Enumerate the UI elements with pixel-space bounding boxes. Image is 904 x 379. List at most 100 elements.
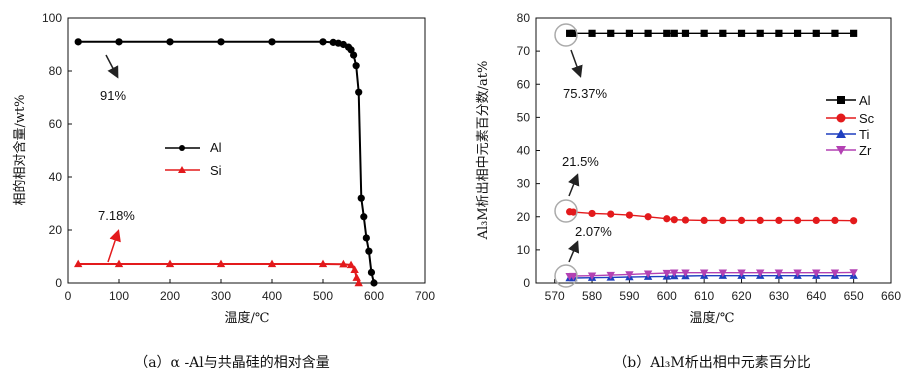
chart-a-xtick-label: 200 [160,289,180,303]
chart-b-series-al-point [831,29,839,37]
chart-a-series-si-point [346,260,356,269]
chart-b-series-al-point [700,29,708,37]
chart-b-series-al-point [850,29,858,37]
chart-b-series-zr-point [756,269,765,278]
chart-b-annotation-7537: 75.37% [563,86,608,101]
chart-b-series-zr-point [699,269,709,278]
chart-b-arrow-207 [567,240,580,263]
chart-b-xtick-label: 590 [619,289,639,303]
chart-b-arrow-215 [568,173,580,197]
chart-b-legend-zr: Zr [859,143,872,158]
chart-b-arrow-7537 [570,49,583,78]
chart-b-series-zr-point [718,269,728,278]
chart-b-series-sc-point [681,216,690,224]
chart-b-series-al-point [566,29,574,37]
chart-b-annotation-215: 21.5% [562,154,599,169]
chart-b-xtick-label: 610 [694,289,714,303]
chart-a-series-al-point [362,234,370,242]
chart-a-xtick-label: 400 [262,289,282,303]
chart-a-series-si-point [74,259,83,268]
chart-b-ytick-label: 20 [517,210,531,224]
chart-a-series-al-point [355,88,363,96]
chart-a-ylabel: 相的相对含量/wt% [12,94,28,205]
chart-b-series-ti-line [569,275,854,279]
chart-a-series-al-point [350,51,358,59]
chart-a-series-al-point [370,279,378,287]
chart-b-ytick-label: 10 [517,243,531,257]
chart-a-series-al-point [319,38,327,46]
chart-b-highlight-al [554,23,578,47]
chart-b-series-sc-point [607,210,615,218]
chart-b-series-al-point [775,29,783,37]
chart-a-annotation-718: 7.18% [98,208,135,223]
chart-b-legend-al: Al [859,93,871,108]
chart-a-xtick-label: 0 [65,289,72,303]
chart-b-ytick-label: 0 [523,276,530,290]
chart-a-series-al-point [352,62,360,70]
chart-a-series-al-point [360,213,368,221]
chart-b-series-zr-point [681,269,690,278]
chart-b-series-sc-point [719,216,727,224]
chart-b-series-zr-point [670,269,679,278]
chart-b-caption: （b）Al₃M析出相中元素百分比 [613,355,811,371]
chart-b-series-sc-point [670,216,678,224]
chart-a-plot-frame [67,17,426,284]
chart-a-series-si-point [216,259,226,268]
chart-b-legend-sc-marker [836,113,846,123]
chart-a: 0 100 200 300 400 500 600 700 0 20 40 60 80 100 Al Si… [12,11,435,371]
chart-b-series-zr-point [849,269,858,277]
chart-a-xtick-label: 500 [313,289,333,303]
chart-b-ytick-label: 80 [517,11,531,25]
chart-b-series-sc-point [569,208,577,216]
chart-b-series-sc-point [831,216,839,224]
chart-a-ytick-label: 20 [49,223,63,237]
chart-b-series-sc-point [663,215,671,223]
chart-b-series-zr-point [793,269,802,278]
chart-a-legend-si-marker [178,166,186,173]
chart-a-series-al-point [166,38,174,46]
chart-a-annotation-91: 91% [100,88,126,103]
chart-b-legend-sc: Sc [859,111,875,126]
chart-b-legend-al-marker [837,96,845,104]
chart-b-annotation-207: 2.07% [575,224,612,239]
chart-a-ytick-label: 40 [49,170,63,184]
chart-b-legend-ti: Ti [859,127,869,142]
chart-b-series-al-point [737,29,746,37]
chart-a-series-al-line [78,40,375,284]
chart-a-legend-si: Si [210,163,222,178]
chart-b-highlight-sc [554,199,578,223]
chart-b-series-sc-point [588,209,596,218]
chart-a-series-al-point [74,38,82,46]
chart-b-ytick-label: 70 [517,44,531,58]
chart-a-ytick-label: 100 [42,11,62,25]
chart-a-series-si-point [318,259,328,268]
chart-a-series-al-point [115,38,123,46]
chart-b-series-sc-point [812,216,820,224]
chart-b-ytick-label: 50 [517,110,531,124]
chart-a-legend-al: Al [210,140,222,155]
chart-a-series-si-point [165,259,175,268]
chart-b-series-sc-point [756,216,764,224]
chart-b-xtick-label: 600 [657,289,677,303]
chart-b-series-sc-point [644,213,652,221]
chart-b-legend-ti-marker [836,129,846,138]
chart-b-xtick-label: 580 [582,289,602,303]
chart-b-series-sc-point [625,211,634,219]
chart-b-series-zr-line [569,271,854,277]
chart-a-series-al-point [217,38,225,46]
chart-a-legend-al-marker [179,145,185,151]
chart-b-series-zr-point [569,272,578,281]
chart-a-series-si-point [350,265,359,273]
chart-a-xtick-label: 700 [415,289,435,303]
chart-b-ytick-label: 30 [517,177,531,191]
chart-b-series-zr-point [606,271,615,280]
chart-b-xtick-label: 660 [881,289,901,303]
chart-b-xtick-label: 620 [732,289,752,303]
chart-b-series-zr-point [662,269,671,278]
chart-b-series-al-point [569,29,577,37]
chart-a-series-si-point [352,273,361,281]
chart-b-ytick-label: 60 [517,77,531,91]
chart-b-series-al-point [607,29,615,37]
chart-a-arrow-91 [105,54,119,79]
chart-b-series-al-point [756,29,764,37]
